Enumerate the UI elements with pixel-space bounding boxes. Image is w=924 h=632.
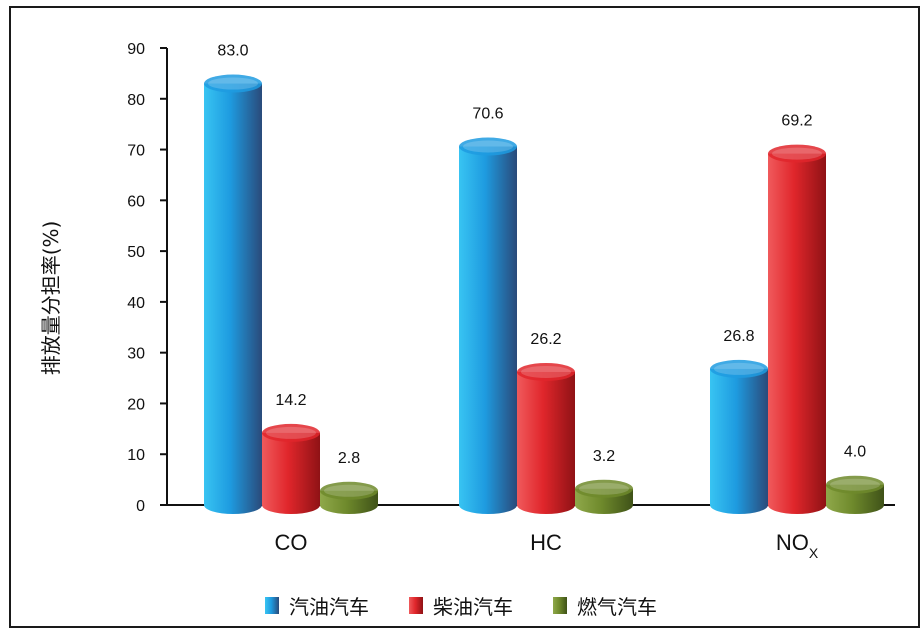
bar-bottom [517, 496, 575, 514]
bar-top [320, 481, 378, 500]
y-tick-label: 90 [127, 41, 145, 58]
bar-top [710, 359, 768, 378]
bar-top-highlight [324, 484, 374, 497]
bar-top-highlight [579, 482, 629, 495]
x-category-label: CO [275, 530, 308, 555]
bar-top [768, 144, 826, 163]
y-tick-label: 30 [127, 346, 145, 363]
bar-bottom [459, 496, 517, 514]
y-tick-label: 10 [127, 447, 145, 464]
bar-bottom [575, 496, 633, 514]
bar-top-highlight [208, 77, 258, 90]
y-tick-label: 40 [127, 295, 145, 312]
legend-swatch [553, 597, 567, 614]
bar-bottom [320, 496, 378, 514]
bar-top [459, 137, 517, 156]
bar-bottom [826, 496, 884, 514]
bar-series-0 [459, 137, 517, 514]
legend-swatch [409, 597, 423, 614]
x-category-label: HC [530, 530, 562, 555]
bar-top [826, 475, 884, 494]
y-tick-label: 0 [136, 498, 145, 515]
y-tick-label: 60 [127, 193, 145, 210]
y-tick-label: 80 [127, 92, 145, 109]
chart-legend: 汽油汽车 柴油汽车 燃气汽车 [265, 595, 657, 619]
legend-item: 燃气汽车 [553, 595, 657, 619]
bar-top-highlight [714, 362, 764, 375]
legend-label: 汽油汽车 [289, 595, 369, 619]
data-label: 2.8 [338, 450, 360, 467]
y-tick-label: 50 [127, 244, 145, 261]
data-label: 26.2 [530, 331, 561, 348]
bar-body [204, 83, 262, 506]
data-label: 69.2 [781, 113, 812, 130]
y-tick-label: 20 [127, 396, 145, 413]
bar-top-highlight [830, 478, 880, 491]
y-axis-label: 排放量分担率(%) [39, 221, 63, 376]
legend-label: 柴油汽车 [433, 595, 513, 619]
bar-series-2 [320, 481, 378, 514]
chart-bars [204, 74, 884, 514]
data-label: 4.0 [844, 444, 866, 461]
y-tick-label: 70 [127, 143, 145, 160]
data-label: 83.0 [217, 43, 248, 60]
bar-top [517, 362, 575, 381]
bar-bottom [204, 496, 262, 514]
bar-bottom [768, 496, 826, 514]
legend-swatch [265, 597, 279, 614]
bar-top [575, 479, 633, 498]
bar-series-1 [517, 362, 575, 514]
bar-body [517, 371, 575, 505]
data-label: 3.2 [593, 448, 615, 465]
bar-top-highlight [463, 140, 513, 153]
bar-top [262, 423, 320, 442]
data-label: 14.2 [275, 392, 306, 409]
bar-top-highlight [772, 147, 822, 160]
bar-bottom [710, 496, 768, 514]
bar-body [768, 153, 826, 505]
data-label: 26.8 [723, 328, 754, 345]
bar-bottom [262, 496, 320, 514]
bar-series-0 [710, 359, 768, 514]
bar-series-2 [826, 475, 884, 514]
bar-top-highlight [266, 426, 316, 439]
x-category-label: NOX [776, 530, 819, 561]
bar-body [459, 146, 517, 505]
bar-series-2 [575, 479, 633, 514]
bar-top [204, 74, 262, 93]
bar-top-highlight [521, 365, 571, 378]
legend-item: 柴油汽车 [409, 595, 513, 619]
bar-body [710, 368, 768, 505]
legend-item: 汽油汽车 [265, 595, 369, 619]
bar-body [262, 432, 320, 505]
bar-series-1 [262, 423, 320, 514]
bar-series-0 [204, 74, 262, 514]
chart-labels: 83.0 14.2 2.8 70.6 26.2 3.2 26.8 69.2 4.0 [217, 43, 866, 467]
bar-series-1 [768, 144, 826, 514]
data-label: 70.6 [472, 106, 503, 123]
legend-label: 燃气汽车 [577, 595, 657, 619]
